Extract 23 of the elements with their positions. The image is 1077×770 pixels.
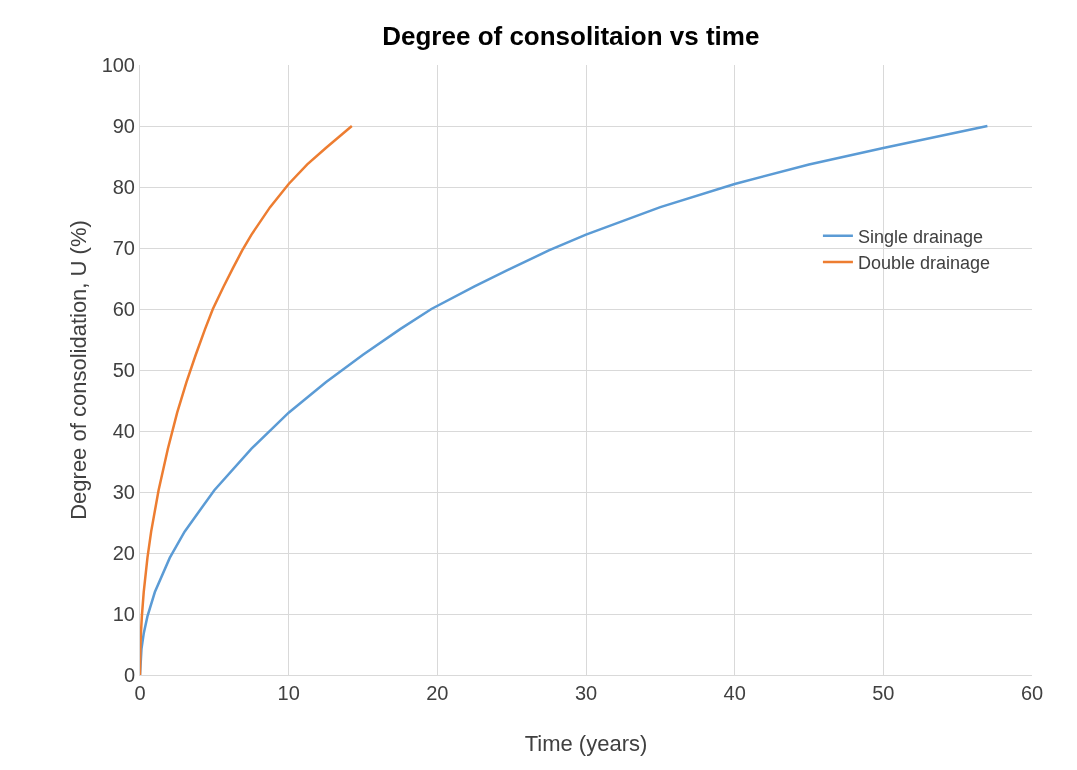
x-tick-label: 20 [426, 682, 449, 704]
x-tick-label: 60 [1020, 682, 1044, 704]
y-tick-label: 90 [112, 115, 135, 137]
y-tick-label: 70 [112, 237, 135, 259]
y-tick-label: 10 [112, 603, 135, 625]
y-tick-label: 100 [101, 54, 135, 76]
chart-title: Degree of consolitaion vs time [382, 21, 760, 52]
legend-label: Double drainage [857, 253, 991, 274]
y-tick-label: 30 [112, 481, 135, 503]
y-tick-label: 60 [112, 298, 135, 320]
y-axis-title: Degree of consolidation, U (%) [66, 220, 91, 520]
x-tick-label: 30 [574, 682, 598, 704]
x-tick-label: 50 [872, 682, 895, 704]
legend-label: Single drainage [857, 226, 984, 247]
y-tick-label: 80 [112, 176, 135, 198]
y-tick-label: 50 [112, 359, 135, 381]
y-tick-label: 40 [112, 420, 135, 442]
x-tick-label: 40 [723, 682, 746, 704]
y-tick-label: 20 [112, 542, 135, 564]
x-axis-title: Time (years) [524, 731, 648, 756]
y-tick-label: 0 [123, 664, 135, 686]
x-tick-label: 10 [277, 682, 300, 704]
line-series [140, 124, 354, 675]
